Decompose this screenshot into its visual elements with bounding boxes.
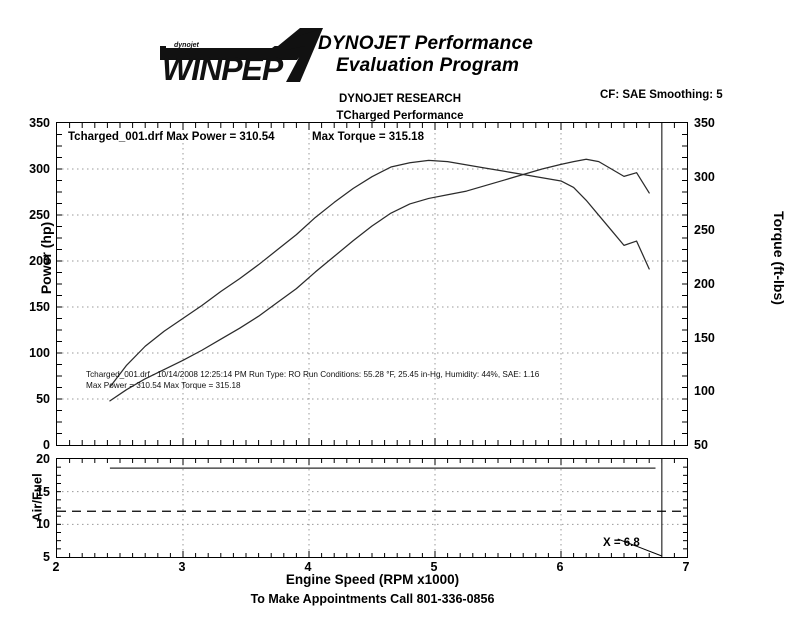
power-torque-plot[interactable] (56, 122, 688, 446)
power-torque-plot-canvas (57, 123, 687, 445)
torque-tick-label: 300 (694, 169, 715, 184)
engine-speed-axis-title: Engine Speed (RPM x1000) (285, 572, 460, 587)
run-info-block: Tcharged_001.drf - 10/14/2008 12:25:14 P… (86, 370, 539, 391)
winpep-logo: dynojet WINPEP (160, 26, 325, 84)
power-tick-label: 50 (36, 392, 50, 406)
torque-tick-label: 200 (694, 277, 715, 291)
chart-title: TCharged Performance (336, 110, 464, 122)
max-power-label: Tcharged_001.drf Max Power = 310.54 (68, 131, 275, 143)
winpep-logo-wordmark: WINPEP (162, 51, 284, 84)
air-fuel-plot[interactable] (56, 458, 688, 558)
power-axis-title: Power (hp) (38, 221, 54, 295)
power-axis-tick-labels: 0 50 100 150 200 250 300 350 (0, 116, 50, 452)
power-tick-label: 300 (29, 162, 50, 176)
run-info-line-2: Max Power = 310.54 Max Torque = 315.18 (86, 380, 241, 390)
air-fuel-axis-tick-labels: 5 10 15 20 (0, 452, 50, 564)
winpep-logo-seven (286, 28, 323, 82)
max-torque-label: Max Torque = 315.18 (312, 131, 424, 143)
torque-tick-label: 50 (694, 438, 708, 452)
cf-smoothing-label: CF: SAE Smoothing: 5 (600, 89, 723, 101)
run-info-line-1: Tcharged_001.drf - 10/14/2008 12:25:14 P… (86, 370, 540, 379)
air-fuel-plot-canvas (57, 459, 687, 557)
cursor-readout-label: X = 6.8 (603, 537, 640, 549)
engine-speed-tick-label: 6 (556, 560, 564, 574)
torque-tick-label: 150 (694, 330, 715, 345)
program-title: DYNOJET Performance Evaluation Program (318, 33, 568, 77)
torque-tick-label: 100 (694, 384, 715, 399)
dynojet-research-label: DYNOJET RESEARCH (338, 93, 462, 105)
air-fuel-tick-label: 10 (36, 517, 50, 532)
power-tick-label: 100 (29, 346, 50, 360)
torque-axis-title: Torque (ft-lbs) (771, 211, 787, 305)
torque-tick-label: 350 (694, 116, 715, 130)
appointments-footer: To Make Appointments Call 801-336-0856 (250, 592, 495, 606)
program-title-line-1: DYNOJET Performance (318, 33, 533, 54)
power-tick-label: 250 (29, 208, 50, 222)
program-title-line-2: Evaluation Program (336, 55, 520, 76)
torque-axis-tick-labels: 50 100 150 200 250 300 350 (694, 116, 734, 452)
power-tick-label: 200 (29, 254, 50, 268)
engine-speed-tick-labels: 2 3 4 5 6 7 (0, 560, 800, 578)
engine-speed-tick-label: 2 (52, 560, 60, 574)
air-fuel-axis-title: Air/Fuel (29, 473, 45, 522)
engine-speed-tick-label: 4 (304, 560, 312, 574)
air-fuel-tick-label: 5 (43, 550, 50, 564)
engine-speed-tick-label: 3 (178, 560, 186, 574)
power-tick-label: 0 (43, 438, 50, 452)
air-fuel-tick-label: 15 (36, 484, 50, 499)
torque-tick-label: 250 (694, 223, 715, 238)
report-header: dynojet WINPEP DYNOJET Performance Evalu… (0, 0, 800, 105)
engine-speed-tick-label: 5 (430, 560, 438, 574)
winpep-logo-graphic: dynojet WINPEP (160, 28, 323, 84)
engine-speed-tick-label: 7 (682, 560, 690, 574)
air-fuel-tick-label: 20 (36, 452, 50, 466)
power-tick-label: 150 (29, 300, 50, 314)
power-tick-label: 350 (29, 116, 50, 130)
winpep-logo-tagline: dynojet (174, 42, 200, 49)
